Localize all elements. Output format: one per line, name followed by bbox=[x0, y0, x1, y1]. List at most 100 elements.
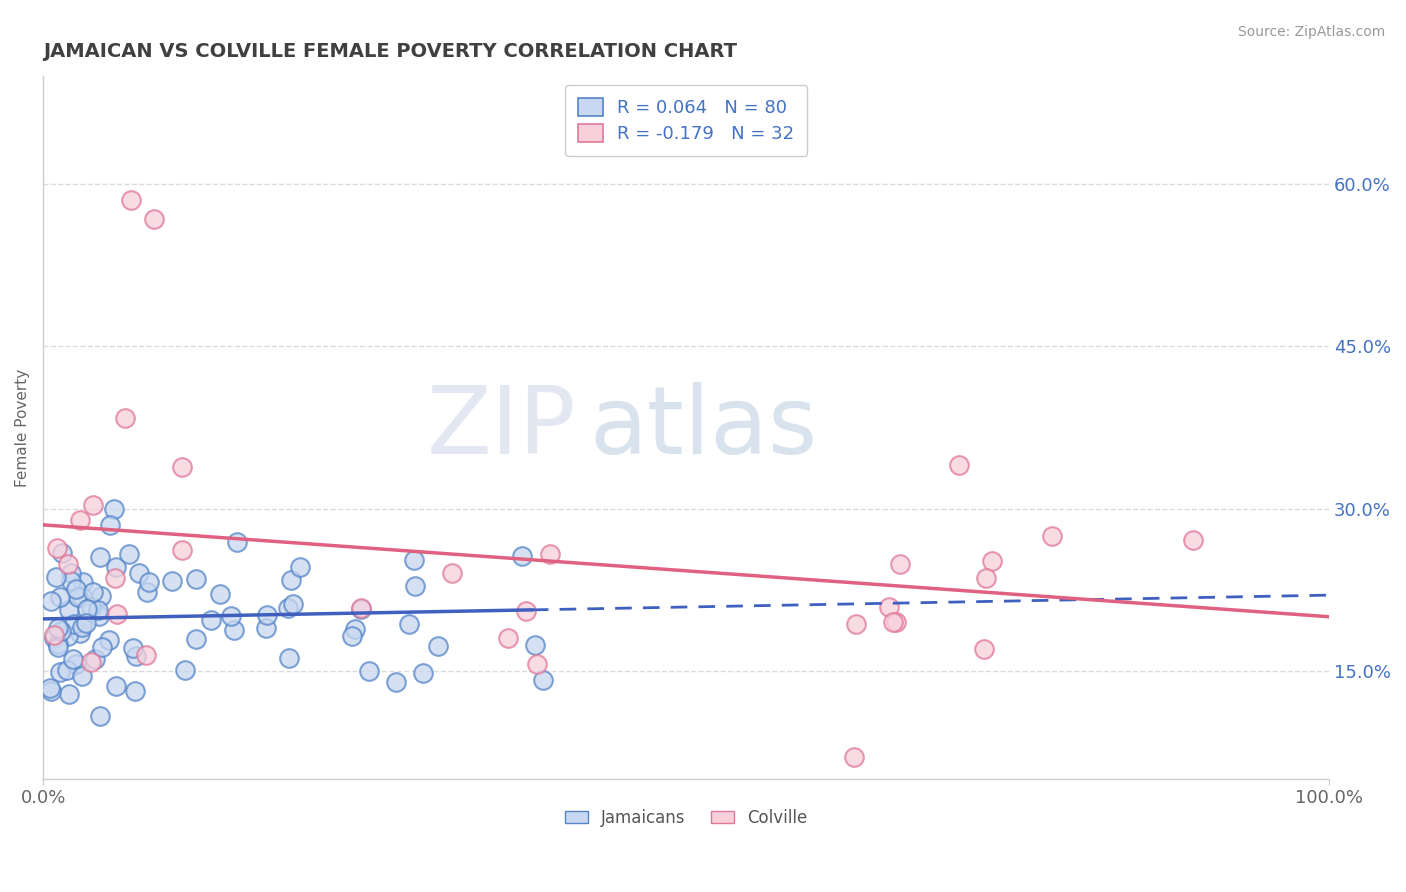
Point bbox=[82, 585, 104, 599]
Point bbox=[200, 613, 222, 627]
Point bbox=[344, 622, 367, 636]
Point bbox=[122, 641, 145, 656]
Point bbox=[136, 585, 159, 599]
Point bbox=[884, 615, 907, 629]
Point bbox=[59, 574, 82, 588]
Point bbox=[385, 675, 408, 690]
Point bbox=[980, 554, 1002, 568]
Point bbox=[91, 640, 114, 655]
Point bbox=[496, 631, 519, 645]
Point bbox=[105, 607, 128, 621]
Point bbox=[277, 600, 299, 615]
Point bbox=[76, 602, 98, 616]
Point bbox=[114, 411, 136, 425]
Point bbox=[46, 640, 69, 655]
Point bbox=[254, 621, 277, 635]
Point bbox=[510, 549, 533, 564]
Point bbox=[72, 574, 94, 589]
Point bbox=[83, 652, 105, 666]
Point bbox=[412, 666, 434, 681]
Point bbox=[209, 587, 232, 601]
Point bbox=[97, 633, 120, 648]
Point bbox=[398, 617, 420, 632]
Point bbox=[89, 550, 111, 565]
Point bbox=[67, 590, 90, 604]
Point bbox=[90, 590, 112, 604]
Point bbox=[70, 590, 93, 604]
Point bbox=[256, 607, 278, 622]
Point bbox=[39, 684, 62, 698]
Point bbox=[45, 570, 67, 584]
Text: Source: ZipAtlas.com: Source: ZipAtlas.com bbox=[1237, 25, 1385, 39]
Point bbox=[104, 679, 127, 693]
Point bbox=[219, 609, 242, 624]
Point bbox=[523, 638, 546, 652]
Point bbox=[118, 547, 141, 561]
Point bbox=[882, 615, 904, 629]
Point bbox=[845, 616, 868, 631]
Point bbox=[105, 560, 128, 574]
Point bbox=[174, 663, 197, 677]
Point bbox=[842, 750, 865, 764]
Point bbox=[87, 608, 110, 623]
Point bbox=[162, 574, 184, 588]
Point bbox=[974, 571, 997, 585]
Point bbox=[973, 642, 995, 657]
Y-axis label: Female Poverty: Female Poverty bbox=[15, 368, 30, 487]
Point bbox=[100, 518, 122, 533]
Point bbox=[69, 626, 91, 640]
Point bbox=[340, 629, 363, 643]
Point bbox=[277, 651, 299, 665]
Point bbox=[1040, 529, 1063, 543]
Point bbox=[38, 681, 60, 696]
Point bbox=[128, 566, 150, 581]
Point bbox=[526, 657, 548, 671]
Point bbox=[538, 548, 561, 562]
Point bbox=[42, 627, 65, 641]
Point bbox=[280, 573, 302, 587]
Point bbox=[58, 603, 80, 617]
Point bbox=[65, 657, 87, 671]
Point bbox=[103, 501, 125, 516]
Point bbox=[49, 591, 72, 605]
Point bbox=[51, 546, 73, 560]
Point bbox=[60, 566, 83, 581]
Point bbox=[877, 600, 900, 615]
Point bbox=[58, 558, 80, 572]
Point bbox=[184, 572, 207, 586]
Point bbox=[138, 574, 160, 589]
Point bbox=[56, 663, 79, 677]
Point bbox=[46, 541, 69, 555]
Point bbox=[350, 601, 373, 615]
Point bbox=[125, 648, 148, 663]
Point bbox=[948, 458, 970, 473]
Point bbox=[63, 616, 86, 631]
Point bbox=[404, 579, 426, 593]
Point bbox=[69, 513, 91, 527]
Point bbox=[70, 669, 93, 683]
Point bbox=[288, 560, 311, 574]
Point bbox=[87, 603, 110, 617]
Point bbox=[350, 602, 373, 616]
Point bbox=[186, 632, 208, 647]
Point bbox=[222, 623, 245, 637]
Point bbox=[889, 558, 911, 572]
Point bbox=[46, 637, 69, 651]
Point bbox=[515, 604, 537, 618]
Point bbox=[225, 534, 247, 549]
Point bbox=[49, 624, 72, 639]
Point bbox=[135, 648, 157, 662]
Point bbox=[170, 459, 193, 474]
Point bbox=[124, 684, 146, 698]
Point bbox=[281, 597, 304, 611]
Point bbox=[70, 620, 93, 634]
Point bbox=[441, 566, 464, 580]
Point bbox=[531, 673, 554, 687]
Text: ZIP: ZIP bbox=[427, 382, 576, 474]
Legend: Jamaicans, Colville: Jamaicans, Colville bbox=[558, 803, 814, 834]
Point bbox=[104, 571, 127, 585]
Point bbox=[426, 639, 449, 653]
Point bbox=[82, 498, 104, 512]
Point bbox=[143, 211, 166, 226]
Point bbox=[357, 665, 380, 679]
